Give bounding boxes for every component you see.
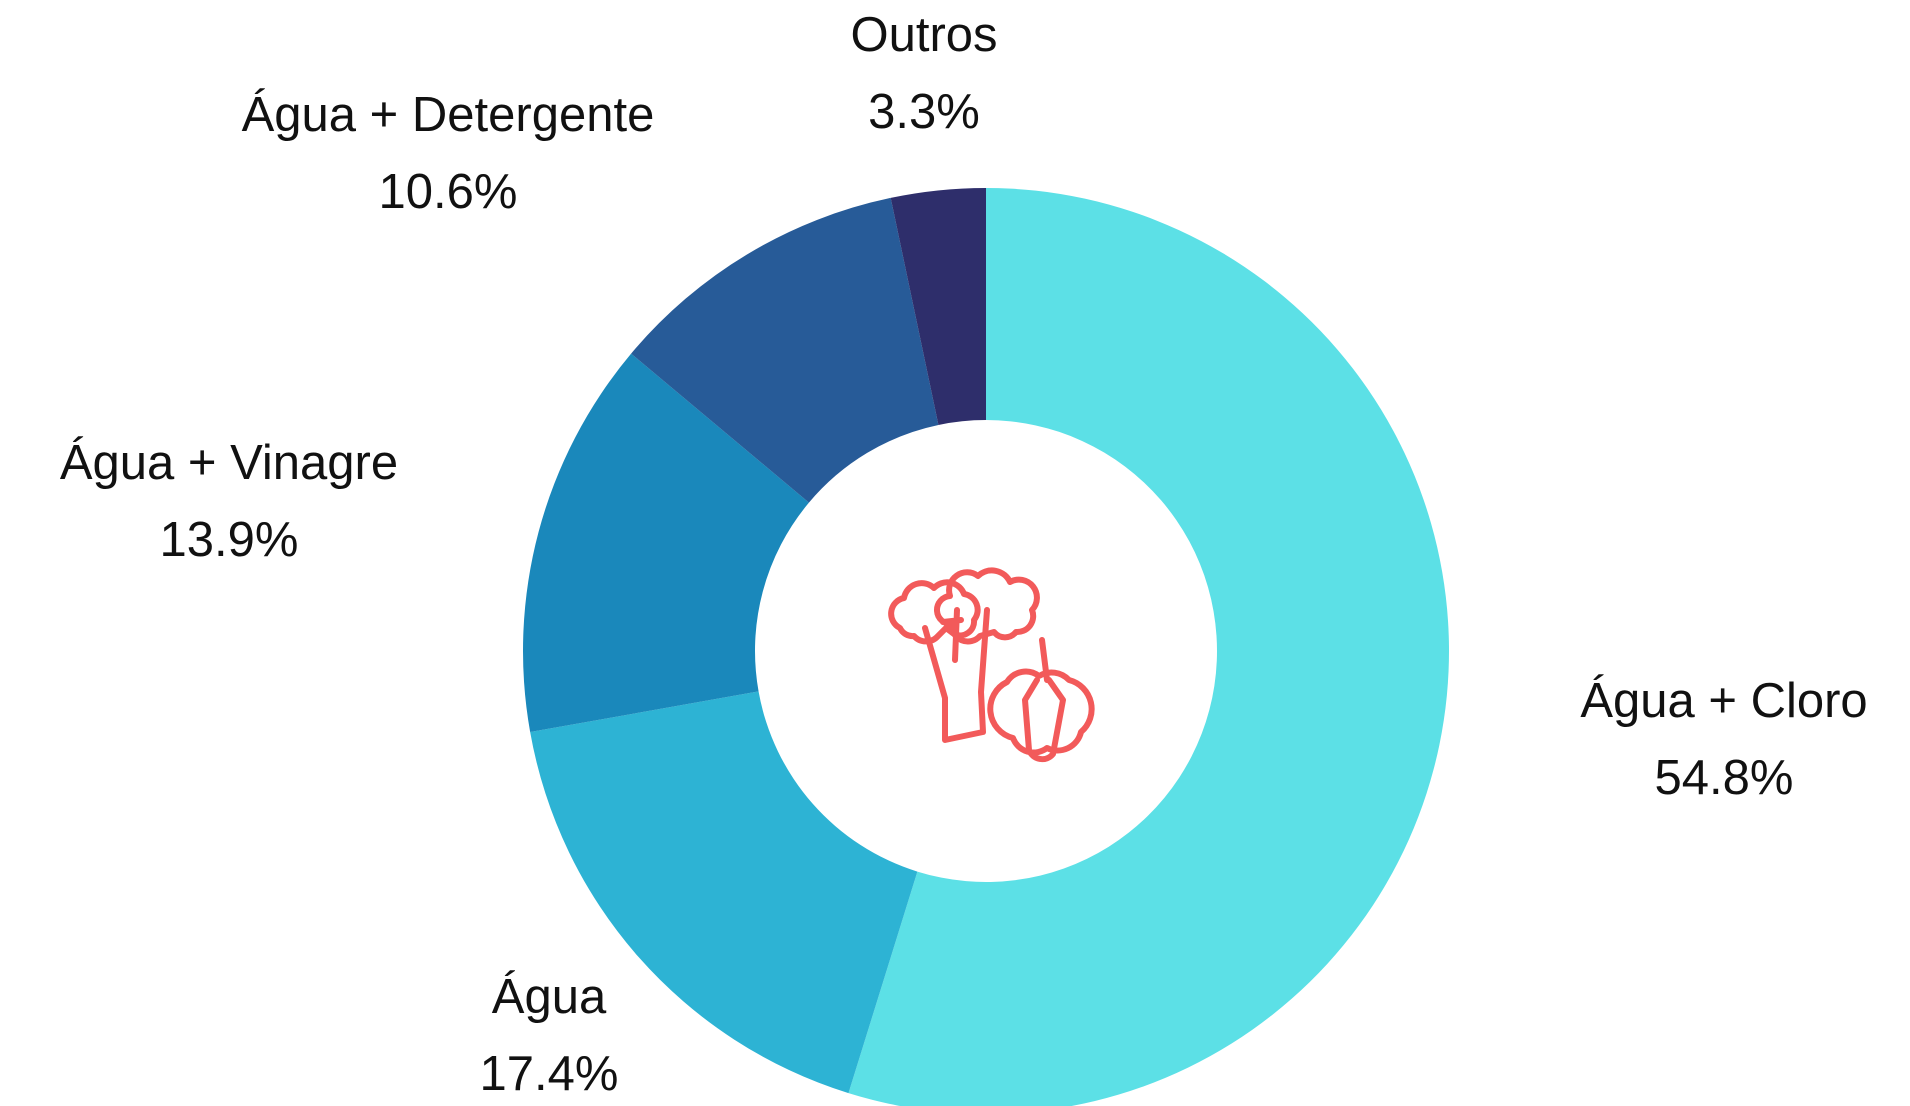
donut-slice xyxy=(523,353,809,733)
slice-value: 10.6% xyxy=(379,165,518,219)
slice-value: 13.9% xyxy=(160,513,299,567)
donut xyxy=(523,188,1449,1106)
slice-label: Água + Detergente xyxy=(242,88,655,142)
slice-label: Água + Vinagre xyxy=(60,436,398,490)
vegetable-icon xyxy=(888,567,1095,763)
slice-value: 54.8% xyxy=(1655,751,1794,805)
donut-slice xyxy=(848,188,1449,1106)
donut-slice xyxy=(890,188,986,425)
donut-slice xyxy=(631,197,939,503)
slice-value: 17.4% xyxy=(480,1047,619,1101)
slice-label: Outros xyxy=(850,8,997,62)
slice-label: Água + Cloro xyxy=(1580,674,1867,728)
slice-label: Água xyxy=(492,970,607,1024)
labels: Água + Cloro 54.8% Água 17.4% Água + Vinagre… xyxy=(60,8,1868,1101)
donut-slice xyxy=(530,691,918,1094)
slice-value: 3.3% xyxy=(868,85,980,139)
